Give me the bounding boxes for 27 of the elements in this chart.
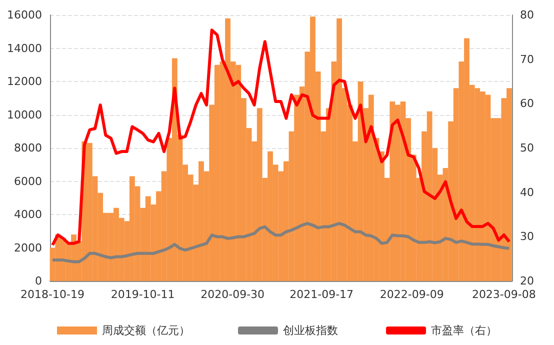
y2-tick-label: 40 — [520, 186, 534, 199]
legend-label: 市盈率（右） — [431, 324, 497, 337]
y2-tick-label: 20 — [520, 274, 534, 288]
y2-tick-label: 80 — [520, 8, 534, 22]
y-tick-label: 12000 — [7, 75, 42, 88]
y-tick-label: 0 — [35, 274, 42, 288]
x-tick-label: 2018-10-19 — [20, 288, 84, 301]
x-tick-label: 2020-09-30 — [200, 288, 265, 301]
x-tick-label: 2023-09-08 — [472, 288, 536, 301]
legend-label: 周成交额（亿元） — [102, 324, 190, 337]
y-tick-label: 4000 — [14, 208, 42, 221]
y-tick-label: 14000 — [7, 42, 42, 55]
y-tick-label: 16000 — [7, 8, 42, 22]
x-tick-label: 2019-10-11 — [110, 288, 175, 301]
line-series — [51, 222, 511, 264]
y-tick-label: 2000 — [14, 241, 42, 254]
x-tick-label: 2021-09-17 — [290, 288, 354, 301]
y2-tick-label: 50 — [520, 142, 534, 154]
y-tick-label: 8000 — [14, 142, 42, 154]
y-tick-label: 10000 — [7, 108, 42, 122]
y2-tick-label: 30 — [520, 230, 534, 244]
y2-tick-label: 70 — [520, 52, 534, 66]
x-tick-label: 2022-09-09 — [380, 288, 444, 301]
line-series — [51, 28, 511, 247]
y2-tick-label: 60 — [520, 97, 534, 110]
y-tick-label: 6000 — [14, 174, 42, 188]
legend-label: 创业板指数 — [283, 324, 338, 337]
